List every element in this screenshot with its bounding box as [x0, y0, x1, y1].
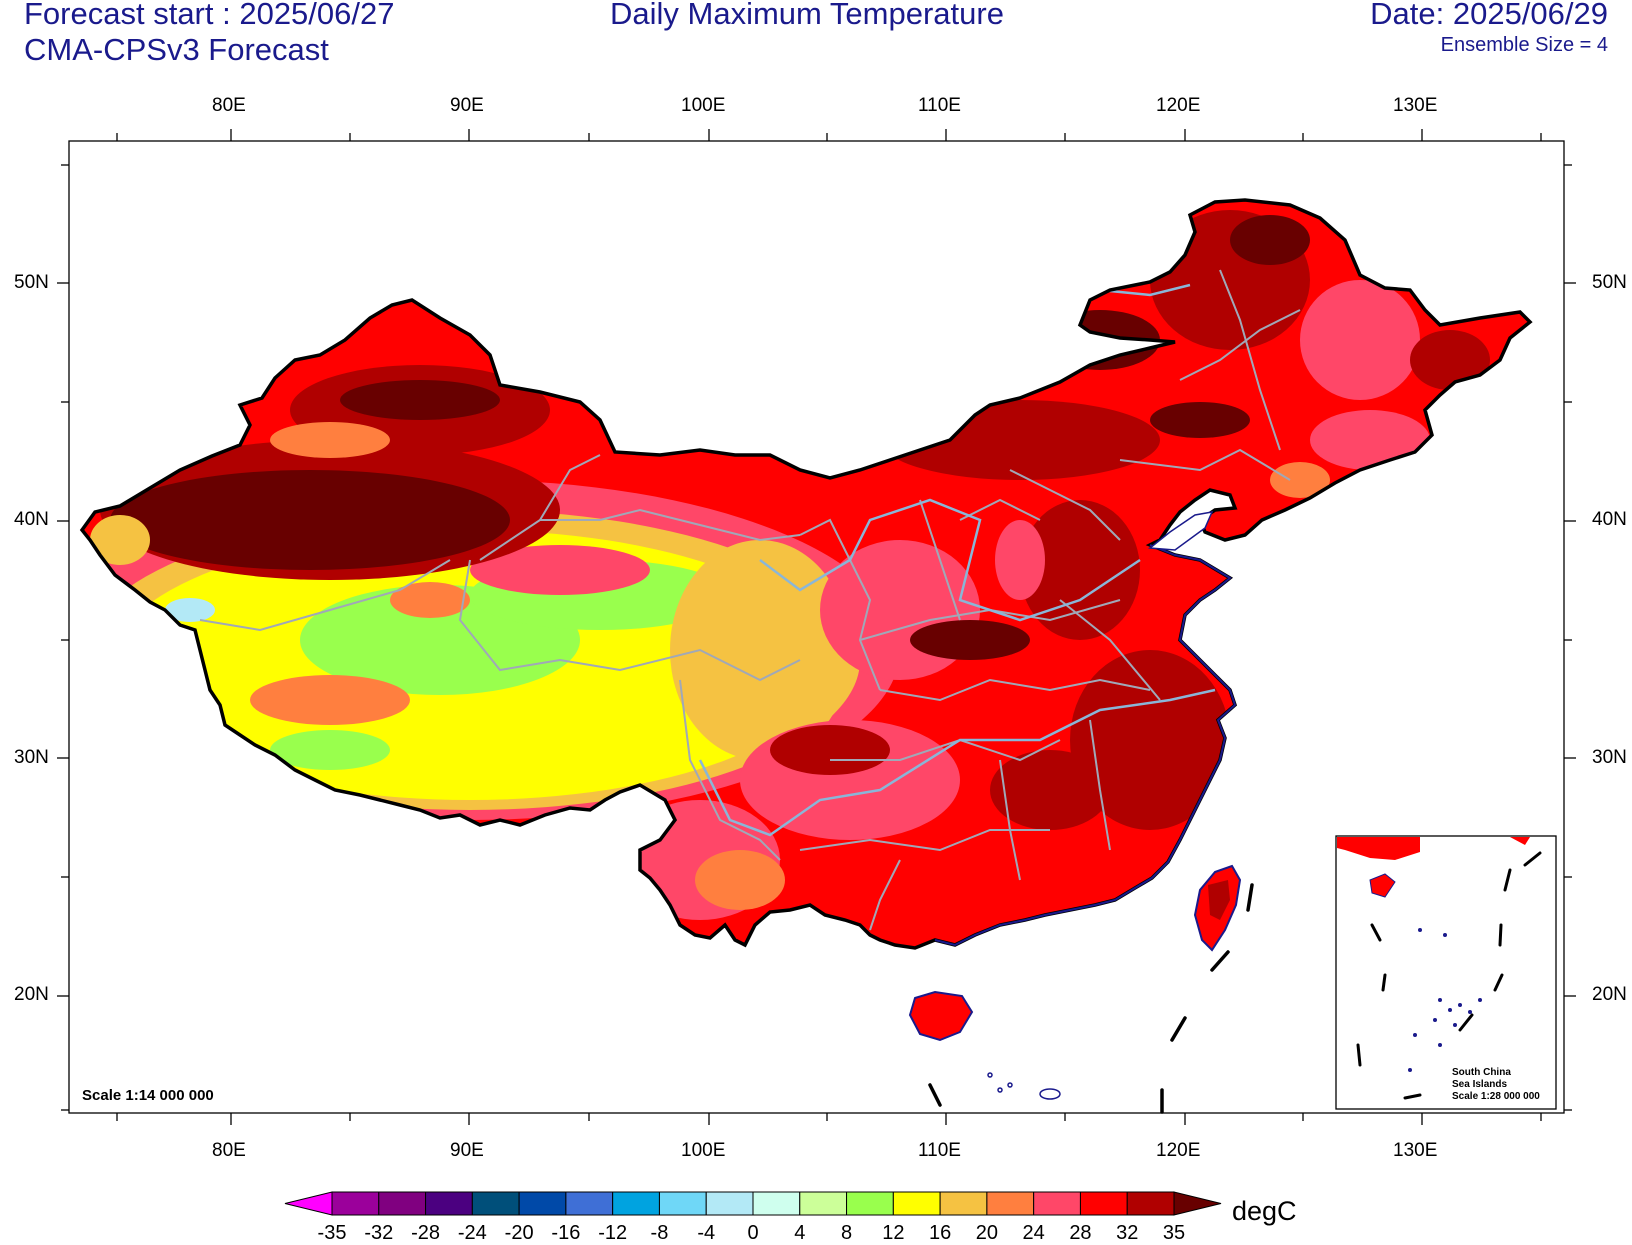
taiwan-warm-core: [1208, 880, 1230, 920]
inset-caption-line-3: Scale 1:28 000 000: [1452, 1091, 1540, 1102]
lon-label-top-100e: 100E: [681, 95, 726, 116]
lat-label-right-20n: 20N: [1592, 984, 1627, 1005]
lon-label-bottom-110e: 110E: [918, 1140, 961, 1161]
colorbar-tick-label: 35: [1162, 1222, 1186, 1244]
rivers: [698, 283, 1216, 837]
lon-label-top-90e: 90E: [450, 95, 484, 116]
colorbar-tick-label: 8: [840, 1222, 853, 1244]
lon-label-bottom-130e: 130E: [1393, 1140, 1438, 1161]
lon-label-bottom-120e: 120E: [1156, 1140, 1201, 1161]
colorbar-unit: degC: [1232, 1196, 1297, 1226]
colorbar-tick-label: -8: [650, 1222, 669, 1244]
lat-label-left-50n: 50N: [14, 272, 49, 293]
bohai-gulf: [1148, 511, 1214, 551]
lon-label-top-130e: 130E: [1393, 95, 1438, 116]
lat-label-right-40n: 40N: [1592, 509, 1627, 530]
lon-label-top-80e: 80E: [212, 95, 246, 116]
valid-date-label: Date: 2025/06/29: [1370, 0, 1608, 31]
colorbar-tick-label: -12: [598, 1222, 628, 1244]
hainan-island: [908, 990, 974, 1042]
lon-label-top-110e: 110E: [918, 95, 961, 116]
map-scale-label: Scale 1:14 000 000: [82, 1087, 214, 1104]
colorbar-tick-label: -20: [504, 1222, 534, 1244]
china-coastline: [934, 544, 1237, 947]
colorbar-tick-label: 32: [1116, 1222, 1139, 1244]
colorbar-tick-label: -24: [457, 1222, 487, 1244]
ensemble-size-label: Ensemble Size = 4: [1440, 34, 1608, 56]
inset-caption: South China Sea Islands Scale 1:28 000 0…: [1452, 1067, 1540, 1103]
lon-label-bottom-100e: 100E: [681, 1140, 726, 1161]
nine-dash-line: [928, 883, 1254, 1114]
lon-label-bottom-90e: 90E: [450, 1140, 484, 1161]
colorbar-tick-label: 16: [928, 1222, 952, 1244]
colorbar-tick-label: -35: [317, 1222, 347, 1244]
colorbar-tick-label: 12: [882, 1222, 905, 1244]
inset-caption-line-2: Sea Islands: [1452, 1079, 1508, 1090]
map-title: Daily Maximum Temperature: [610, 0, 1004, 31]
forecast-start-label: Forecast start : 2025/06/27: [24, 0, 395, 31]
china-border: [79, 198, 1533, 950]
south-sea-islands: [987, 1072, 1061, 1100]
colorbar-tick-label: -16: [551, 1222, 581, 1244]
colorbar-tick-label: 20: [975, 1222, 998, 1244]
inset-caption-line-1: South China: [1452, 1067, 1511, 1078]
province-boundaries: [199, 269, 1301, 931]
axis-ticks: [57, 129, 1576, 1125]
model-label: CMA-CPSv3 Forecast: [24, 32, 329, 67]
lat-label-right-50n: 50N: [1592, 272, 1627, 293]
south-china-sea-inset: [1335, 835, 1557, 1110]
colorbar-tick-label: -32: [364, 1222, 394, 1244]
colorbar-tick-label: -4: [697, 1222, 716, 1244]
lon-label-bottom-80e: 80E: [212, 1140, 246, 1161]
colorbar-tick-label: 4: [794, 1222, 806, 1244]
lat-label-left-20n: 20N: [14, 984, 49, 1005]
colorbar-tick-label: -28: [411, 1222, 440, 1244]
lon-label-top-120e: 120E: [1156, 95, 1201, 116]
lat-label-left-40n: 40N: [14, 509, 49, 530]
lat-label-right-30n: 30N: [1592, 747, 1627, 768]
colorbar-tick-label: 28: [1069, 1222, 1092, 1244]
colorbar-tick-label: 0: [747, 1222, 759, 1244]
colorbar-tick-label: 24: [1022, 1222, 1045, 1244]
lat-label-left-30n: 30N: [14, 747, 49, 768]
